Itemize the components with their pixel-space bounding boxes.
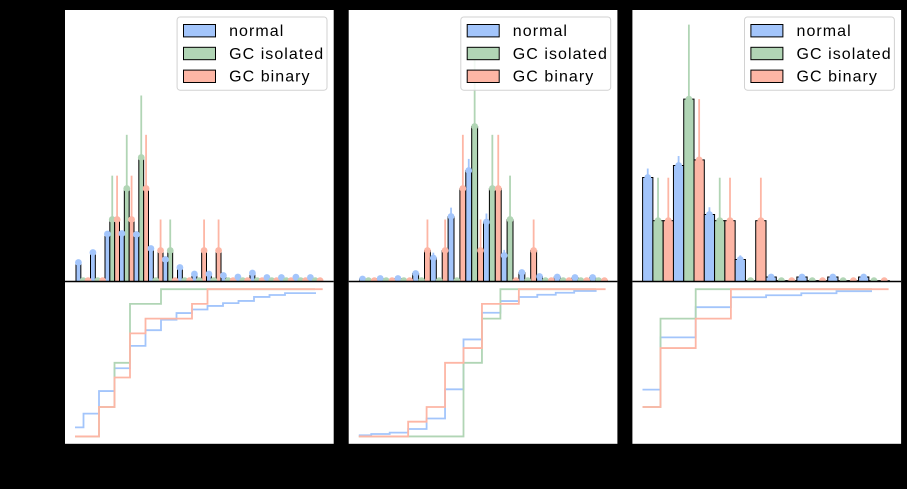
svg-text:normal: normal	[229, 23, 284, 40]
svg-text:GC binary: GC binary	[229, 69, 310, 86]
svg-text:normal: normal	[797, 23, 852, 40]
svg-text:GC binary: GC binary	[513, 69, 594, 86]
svg-text:GC isolated: GC isolated	[229, 46, 324, 63]
svg-text:normal: normal	[513, 23, 568, 40]
svg-text:GC isolated: GC isolated	[513, 46, 608, 63]
svg-text:GC isolated: GC isolated	[797, 46, 892, 63]
svg-text:GC binary: GC binary	[797, 69, 878, 86]
